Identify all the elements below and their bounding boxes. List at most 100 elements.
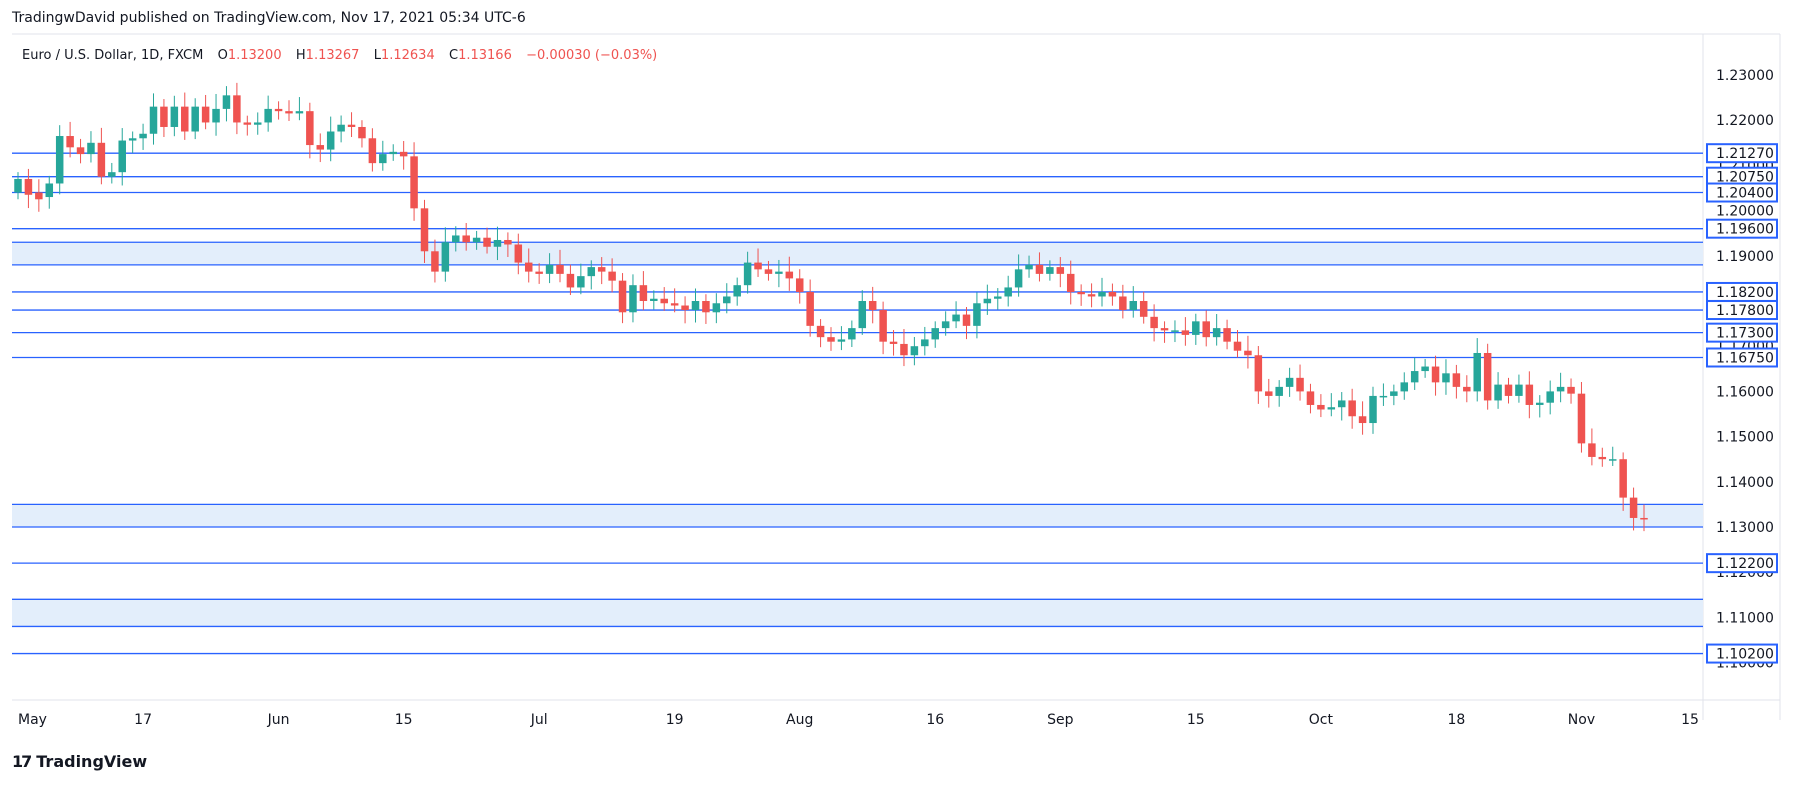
candle-body[interactable]: [1567, 386, 1575, 394]
candle-body[interactable]: [1119, 296, 1127, 311]
candle-body[interactable]: [1192, 321, 1200, 335]
candle-body[interactable]: [295, 111, 304, 114]
candle-body[interactable]: [1254, 355, 1263, 392]
candle-body[interactable]: [1358, 416, 1367, 424]
candle-body[interactable]: [712, 303, 721, 313]
candle-body[interactable]: [1202, 321, 1210, 338]
candle-body[interactable]: [66, 136, 74, 148]
candle-body[interactable]: [1327, 407, 1336, 410]
candle-body[interactable]: [1598, 456, 1607, 460]
candle-body[interactable]: [629, 285, 637, 313]
candle-body[interactable]: [1504, 384, 1513, 396]
candle-body[interactable]: [128, 138, 137, 141]
candle-body[interactable]: [233, 95, 241, 123]
candle-body[interactable]: [108, 172, 116, 177]
candle-body[interactable]: [1181, 330, 1190, 335]
candle-body[interactable]: [587, 267, 596, 277]
candle-body[interactable]: [1285, 377, 1294, 387]
candle-body[interactable]: [1233, 341, 1242, 351]
candle-body[interactable]: [743, 262, 752, 286]
candle-body[interactable]: [347, 124, 356, 127]
candle-body[interactable]: [504, 239, 512, 245]
candle-body[interactable]: [806, 291, 814, 326]
candle-body[interactable]: [848, 328, 856, 340]
candle-body[interactable]: [1369, 395, 1377, 424]
candle-body[interactable]: [472, 237, 481, 243]
candle-body[interactable]: [1536, 402, 1544, 405]
candle-body[interactable]: [754, 262, 762, 270]
candle-body[interactable]: [462, 235, 470, 243]
candle-body[interactable]: [410, 156, 418, 209]
candle-body[interactable]: [1546, 391, 1554, 403]
candle-body[interactable]: [306, 111, 314, 146]
candle-body[interactable]: [1046, 267, 1054, 274]
candle-body[interactable]: [910, 346, 919, 356]
candle-body[interactable]: [1306, 391, 1315, 405]
candle-body[interactable]: [702, 301, 710, 313]
candle-body[interactable]: [1515, 384, 1523, 396]
candle-body[interactable]: [201, 106, 210, 123]
candle-body[interactable]: [691, 301, 700, 311]
candle-body[interactable]: [764, 269, 773, 274]
candle-body[interactable]: [681, 305, 689, 311]
candle-body[interactable]: [1317, 404, 1325, 410]
candle-body[interactable]: [1556, 386, 1565, 392]
candle-body[interactable]: [1640, 517, 1648, 520]
candle-body[interactable]: [222, 95, 231, 109]
candle-body[interactable]: [1494, 384, 1502, 401]
candle-body[interactable]: [149, 106, 158, 134]
candle-body[interactable]: [868, 301, 877, 311]
candle-body[interactable]: [285, 111, 293, 114]
candle-body[interactable]: [441, 242, 450, 272]
candle-body[interactable]: [76, 147, 85, 155]
candle-body[interactable]: [1337, 400, 1346, 408]
candle-body[interactable]: [931, 328, 939, 340]
candle-body[interactable]: [24, 178, 33, 195]
candle-body[interactable]: [1577, 393, 1586, 444]
candle-body[interactable]: [1452, 373, 1461, 387]
candle-body[interactable]: [212, 108, 220, 123]
candle-body[interactable]: [1629, 497, 1638, 518]
candle-body[interactable]: [274, 108, 283, 112]
candle-body[interactable]: [1473, 352, 1481, 392]
candle-body[interactable]: [399, 151, 408, 157]
candle-body[interactable]: [1139, 301, 1148, 317]
candle-body[interactable]: [337, 124, 345, 132]
candle-body[interactable]: [264, 108, 272, 123]
candle-body[interactable]: [962, 314, 971, 326]
candle-body[interactable]: [87, 142, 95, 155]
candle-body[interactable]: [1275, 386, 1283, 396]
candle-body[interactable]: [545, 264, 554, 274]
candle-body[interactable]: [535, 271, 543, 274]
candle-body[interactable]: [597, 267, 606, 272]
candle-body[interactable]: [1588, 443, 1596, 457]
candle-body[interactable]: [431, 251, 439, 272]
candle-body[interactable]: [650, 298, 658, 301]
candle-body[interactable]: [952, 314, 960, 322]
candle-body[interactable]: [608, 271, 616, 281]
candle-body[interactable]: [795, 278, 804, 292]
candle-body[interactable]: [316, 145, 325, 150]
candle-body[interactable]: [1244, 350, 1252, 356]
candle-body[interactable]: [1608, 459, 1617, 461]
candle-body[interactable]: [1483, 352, 1492, 401]
candle-body[interactable]: [389, 151, 397, 155]
tradingview-logo[interactable]: 17 TradingView: [12, 752, 147, 771]
candle-body[interactable]: [253, 122, 262, 125]
candle-body[interactable]: [1212, 328, 1221, 338]
candle-body[interactable]: [1525, 384, 1534, 405]
candle-body[interactable]: [639, 285, 648, 301]
candle-body[interactable]: [1035, 264, 1044, 274]
candle-body[interactable]: [1004, 287, 1012, 297]
candle-body[interactable]: [452, 235, 460, 243]
candle-body[interactable]: [879, 310, 887, 342]
candle-body[interactable]: [670, 303, 679, 306]
candle-body[interactable]: [1087, 294, 1096, 297]
candle-body[interactable]: [181, 106, 189, 132]
candle-body[interactable]: [837, 339, 846, 342]
candle-body[interactable]: [941, 321, 950, 329]
candle-body[interactable]: [1619, 459, 1627, 498]
candle-body[interactable]: [983, 298, 992, 304]
candle-body[interactable]: [1379, 395, 1388, 398]
candle-body[interactable]: [1265, 391, 1273, 396]
